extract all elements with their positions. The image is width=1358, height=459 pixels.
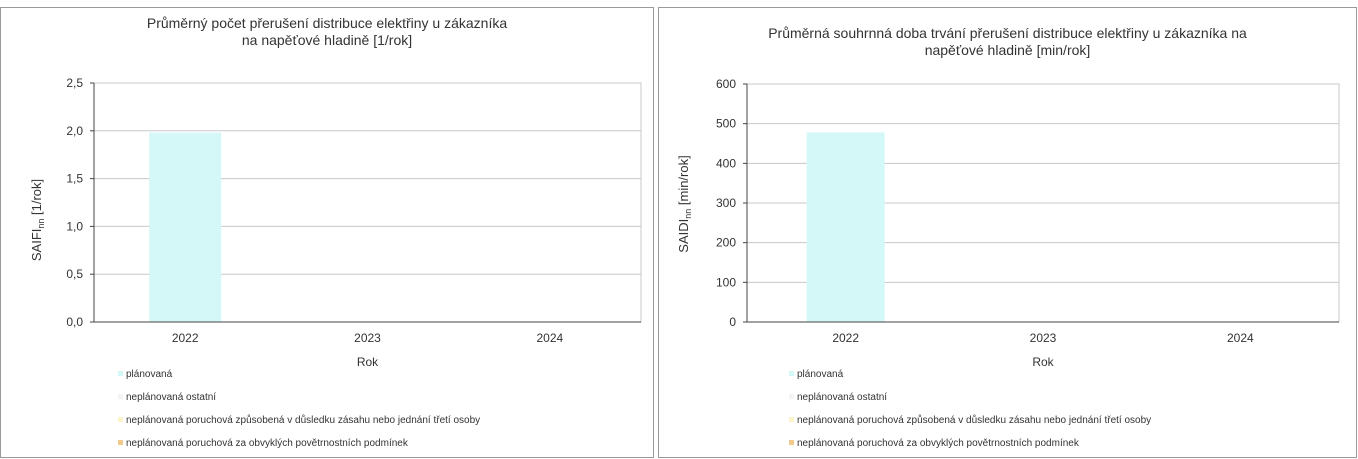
saidi-y-label-sub: nn — [683, 209, 693, 219]
saifi-legend-swatch — [118, 393, 123, 399]
saidi-y-tick-label: 200 — [716, 236, 736, 250]
saidi-legend-item: neplánovaná poruchová za obvyklých povět… — [789, 438, 1079, 450]
saifi-legend-label: plánovaná — [126, 369, 173, 380]
saidi-y-tick-label: 600 — [716, 77, 736, 91]
saidi-y-tick-label: 500 — [716, 117, 736, 131]
saidi-legend-swatch — [789, 393, 794, 399]
saifi-chart-title: Průměrný počet přerušení distribuce elek… — [1, 15, 653, 49]
saidi-bar-2022-planned — [806, 132, 885, 322]
saidi-y-tick-label: 100 — [716, 275, 736, 289]
saifi-y-tick-label: 1,5 — [66, 172, 83, 186]
saidi-title-line1: Průměrná souhrnná doba trvání přerušení … — [768, 25, 1247, 41]
saidi-legend-item: neplánovaná poruchová způsobená v důsled… — [789, 415, 1151, 427]
saifi-legend-label: neplánovaná ostatní — [126, 392, 217, 403]
saifi-bar-2022-planned — [149, 132, 222, 322]
saidi-y-label-main: SAIDI — [676, 219, 691, 253]
saifi-y-label-sub: nn — [36, 219, 46, 229]
saidi-legend-swatch — [789, 439, 794, 445]
saidi-x-tick-label: 2023 — [1030, 331, 1057, 345]
saidi-y-tick-label: 400 — [716, 156, 736, 170]
saidi-y-label-unit: [min/rok] — [676, 155, 691, 208]
saidi-legend-label: neplánovaná poruchová způsobená v důsled… — [797, 415, 1152, 426]
saidi-legend-swatch — [789, 370, 794, 376]
saifi-legend-item: plánovaná — [118, 369, 172, 381]
saidi-y-tick-label: 300 — [716, 196, 736, 210]
saifi-x-tick-label: 2023 — [354, 331, 381, 345]
saifi-y-label-main: SAIFI — [29, 229, 44, 262]
saidi-title-line2: napěťové hladině [min/rok] — [924, 42, 1091, 58]
saidi-legend-label: plánovaná — [797, 369, 844, 380]
saifi-title-line2: na napěťové hladině [1/rok] — [241, 32, 413, 48]
saidi-chart-plot: SAIDInn [min/rok] 0 100 200 300 400 500 600 202… — [676, 77, 1340, 368]
saifi-y-tick-label: 1,0 — [66, 219, 83, 233]
saidi-chart-title: Průměrná souhrnná doba trvání přerušení … — [659, 25, 1356, 59]
saidi-y-axis-label: SAIDInn [min/rok] — [676, 155, 693, 252]
saifi-chart-panel: Průměrný počet přerušení distribuce elek… — [0, 7, 654, 458]
saifi-legend-item: neplánovaná ostatní — [118, 392, 216, 404]
saifi-legend-swatch — [118, 439, 123, 445]
saidi-y-tick-label: 0 — [729, 315, 736, 329]
saifi-legend-label: neplánovaná poruchová způsobená v důsled… — [126, 415, 481, 426]
saifi-y-tick-label: 0,5 — [66, 267, 83, 281]
saifi-x-tick-label: 2024 — [536, 331, 563, 345]
saidi-x-tick-label: 2022 — [832, 331, 859, 345]
saifi-chart-plot: SAIFInn [1/rok] 0,0 0,5 1,0 1,5 2,0 2,5 2022 20… — [29, 76, 642, 368]
saifi-title-line1: Průměrný počet přerušení distribuce elek… — [146, 15, 508, 31]
saifi-y-tick-label: 0,0 — [66, 315, 83, 329]
saidi-legend-item: plánovaná — [789, 369, 843, 381]
saifi-legend-label: neplánovaná poruchová za obvyklých povět… — [126, 438, 408, 449]
saifi-legend-swatch — [118, 416, 123, 422]
saifi-y-axis-label: SAIFInn [1/rok] — [29, 179, 46, 261]
saidi-legend-label: neplánovaná ostatní — [797, 392, 888, 403]
saifi-legend-item: neplánovaná poruchová za obvyklých povět… — [118, 438, 408, 450]
saidi-x-axis-label: Rok — [1032, 355, 1054, 368]
saidi-chart-panel: Průměrná souhrnná doba trvání přerušení … — [658, 7, 1357, 458]
saifi-y-label-unit: [1/rok] — [29, 179, 44, 219]
saidi-legend-label: neplánovaná poruchová za obvyklých povět… — [797, 438, 1079, 449]
saidi-legend-swatch — [789, 416, 794, 422]
saifi-legend-swatch — [118, 370, 123, 376]
saifi-y-tick-label: 2,5 — [66, 76, 83, 90]
saifi-y-tick-label: 2,0 — [66, 124, 83, 138]
saidi-legend-item: neplánovaná ostatní — [789, 392, 887, 404]
saidi-x-tick-label: 2024 — [1227, 331, 1254, 345]
saifi-legend-item: neplánovaná poruchová způsobená v důsled… — [118, 415, 480, 427]
saifi-x-axis-label: Rok — [357, 355, 379, 368]
saifi-x-tick-label: 2022 — [172, 331, 199, 345]
